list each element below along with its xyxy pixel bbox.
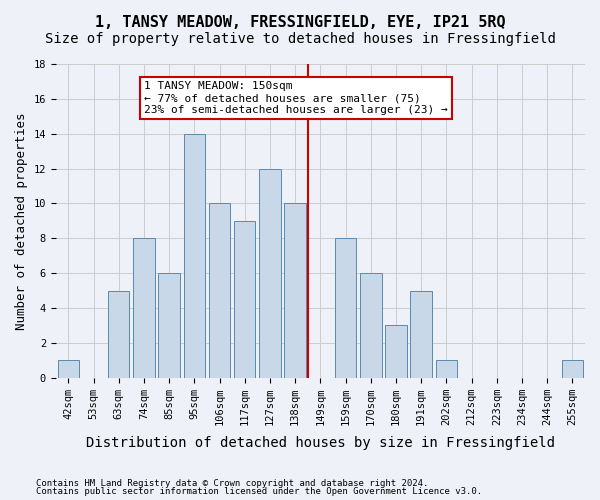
Bar bbox=[385, 326, 407, 378]
Text: 1 TANSY MEADOW: 150sqm
← 77% of detached houses are smaller (75)
23% of semi-det: 1 TANSY MEADOW: 150sqm ← 77% of detached… bbox=[144, 82, 448, 114]
Bar bbox=[184, 134, 205, 378]
Text: Size of property relative to detached houses in Fressingfield: Size of property relative to detached ho… bbox=[44, 32, 556, 46]
Bar bbox=[284, 204, 306, 378]
Bar bbox=[234, 221, 256, 378]
Bar bbox=[410, 290, 432, 378]
Bar bbox=[335, 238, 356, 378]
Bar bbox=[436, 360, 457, 378]
Y-axis label: Number of detached properties: Number of detached properties bbox=[15, 112, 28, 330]
Text: Contains public sector information licensed under the Open Government Licence v3: Contains public sector information licen… bbox=[36, 487, 482, 496]
Bar bbox=[562, 360, 583, 378]
Text: 1, TANSY MEADOW, FRESSINGFIELD, EYE, IP21 5RQ: 1, TANSY MEADOW, FRESSINGFIELD, EYE, IP2… bbox=[95, 15, 505, 30]
Bar bbox=[108, 290, 130, 378]
Bar bbox=[209, 204, 230, 378]
Bar bbox=[58, 360, 79, 378]
Text: Contains HM Land Registry data © Crown copyright and database right 2024.: Contains HM Land Registry data © Crown c… bbox=[36, 478, 428, 488]
X-axis label: Distribution of detached houses by size in Fressingfield: Distribution of detached houses by size … bbox=[86, 436, 555, 450]
Bar bbox=[133, 238, 155, 378]
Bar bbox=[259, 168, 281, 378]
Bar bbox=[360, 273, 382, 378]
Bar bbox=[158, 273, 180, 378]
